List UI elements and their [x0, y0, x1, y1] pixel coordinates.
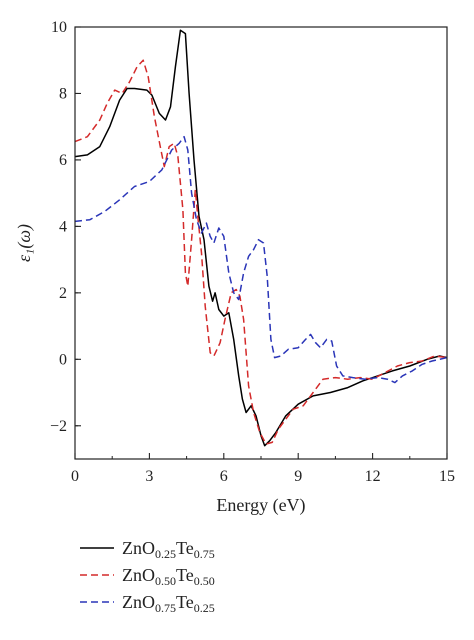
y-tick-label: 6 [59, 152, 67, 169]
y-tick-label: 10 [51, 19, 67, 36]
x-tick-label: 3 [145, 468, 153, 485]
x-tick-label: 12 [365, 468, 381, 485]
plot-series-layer [74, 29, 448, 447]
x-axis-title: Energy (eV) [216, 495, 305, 516]
x-tick-label: 15 [439, 468, 455, 485]
x-axis: 0 3 6 9 12 15 [71, 453, 455, 485]
series-line-3 [74, 135, 448, 384]
series-line-2 [74, 59, 448, 445]
y-axis: −2 0 2 4 6 8 10 [50, 19, 81, 435]
legend-label-1: ZnO0.25Te0.75 [122, 538, 215, 561]
y-tick-label: 4 [59, 218, 67, 235]
y-tick-label: 2 [59, 285, 67, 302]
series-line-1 [74, 29, 448, 447]
legend-label-2: ZnO0.50Te0.50 [122, 565, 215, 588]
x-tick-label: 9 [294, 468, 302, 485]
x-tick-label: 0 [71, 468, 79, 485]
legend: ZnO0.25Te0.75 ZnO0.50Te0.50 ZnO0.75Te0.25 [80, 538, 215, 615]
y-axis-title: ε₁(ω) [14, 224, 35, 262]
x-tick-label: 6 [220, 468, 228, 485]
legend-label-3: ZnO0.75Te0.25 [122, 592, 215, 615]
y-tick-label: 8 [59, 85, 67, 102]
y-tick-label: 0 [59, 351, 67, 368]
y-tick-label: −2 [50, 418, 67, 435]
plot-frame [74, 26, 448, 460]
